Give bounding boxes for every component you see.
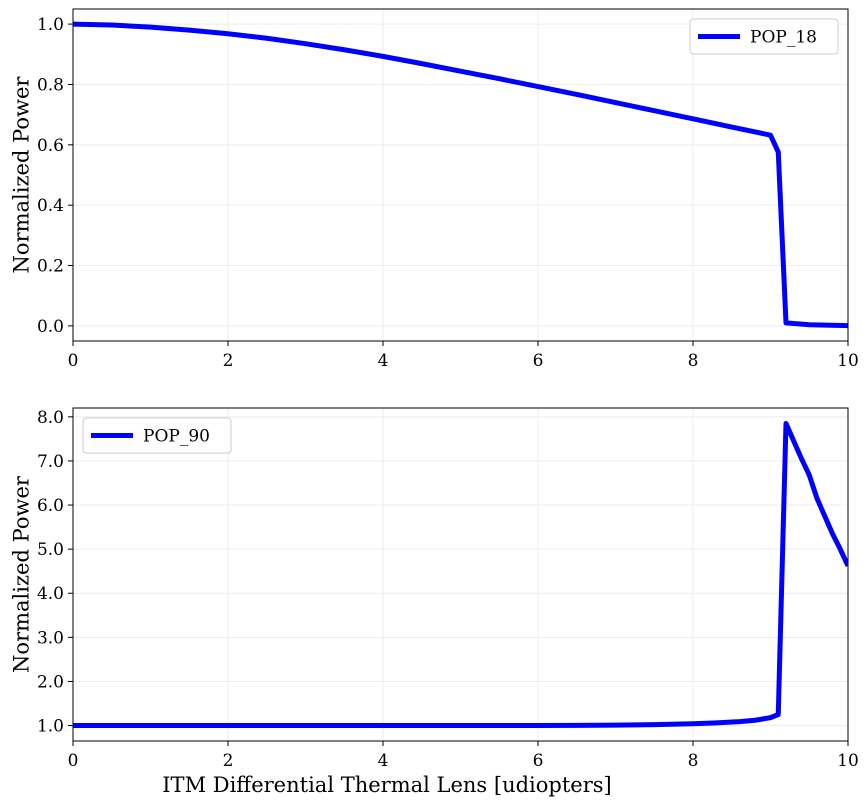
x-tick-label: 10 xyxy=(837,751,859,771)
series-line-pop_18 xyxy=(73,21,848,329)
x-tick-label: 4 xyxy=(378,351,389,371)
legend-label-pop90: POP_90 xyxy=(143,427,210,447)
legend: POP_18 xyxy=(689,18,839,55)
x-tick-label: 4 xyxy=(378,751,389,771)
x-tick-label: 2 xyxy=(223,351,234,371)
y-tick-label: 6.0 xyxy=(37,496,64,516)
y-tick-label: 1.0 xyxy=(37,717,64,737)
x-tick-label: 6 xyxy=(533,351,544,371)
x-tick-label: 8 xyxy=(688,751,699,771)
y-tick-label: 5.0 xyxy=(37,540,64,560)
y-tick-label: 0.0 xyxy=(37,317,64,337)
legend-box xyxy=(82,417,232,454)
x-tick-label: 10 xyxy=(837,351,859,371)
axis-ticks: 0 2 4 6 8 10 0.0 0.2 0.4 0.6 0.8 1.0 xyxy=(37,15,859,371)
y-axis-label: Normalized Power xyxy=(9,76,33,274)
y-tick-label: 8.0 xyxy=(37,408,64,428)
x-axis-label: ITM Differential Thermal Lens [udiopters… xyxy=(162,773,611,797)
y-tick-label: 7.0 xyxy=(37,452,64,472)
plot-frame xyxy=(72,8,849,342)
y-tick-label: 4.0 xyxy=(37,584,64,604)
legend: POP_90 xyxy=(82,417,232,454)
grid-lines xyxy=(72,9,849,341)
y-tick-label: 1.0 xyxy=(37,15,64,35)
plot-frame xyxy=(72,407,849,742)
x-tick-label: 6 xyxy=(533,751,544,771)
y-axis-label: Normalized Power xyxy=(9,475,33,673)
subplot-pop90: 0 2 4 6 8 10 1.0 2.0 3.0 4.0 5.0 6.0 7.0 8.0 Normaliz… xyxy=(9,407,859,771)
y-tick-label: 0.4 xyxy=(37,196,64,216)
legend-box xyxy=(689,18,839,55)
x-tick-label: 0 xyxy=(68,751,79,771)
series-lines xyxy=(73,420,848,729)
axis-ticks: 0 2 4 6 8 10 1.0 2.0 3.0 4.0 5.0 6.0 7.0 8.0 xyxy=(37,408,859,771)
y-tick-label: 0.6 xyxy=(37,136,64,156)
x-tick-label: 0 xyxy=(68,351,79,371)
subplot-pop18: 0 2 4 6 8 10 0.0 0.2 0.4 0.6 0.8 1.0 Normalized Pow… xyxy=(9,8,859,371)
y-tick-label: 3.0 xyxy=(37,628,64,648)
y-tick-label: 0.2 xyxy=(37,257,64,277)
x-tick-label: 2 xyxy=(223,751,234,771)
x-tick-label: 8 xyxy=(688,351,699,371)
series-line-pop_90 xyxy=(73,420,848,729)
grid-lines xyxy=(72,408,849,741)
legend-label-pop18: POP_18 xyxy=(750,28,817,48)
series-lines xyxy=(73,21,848,329)
y-tick-label: 2.0 xyxy=(37,672,64,692)
y-tick-label: 0.8 xyxy=(37,75,64,95)
